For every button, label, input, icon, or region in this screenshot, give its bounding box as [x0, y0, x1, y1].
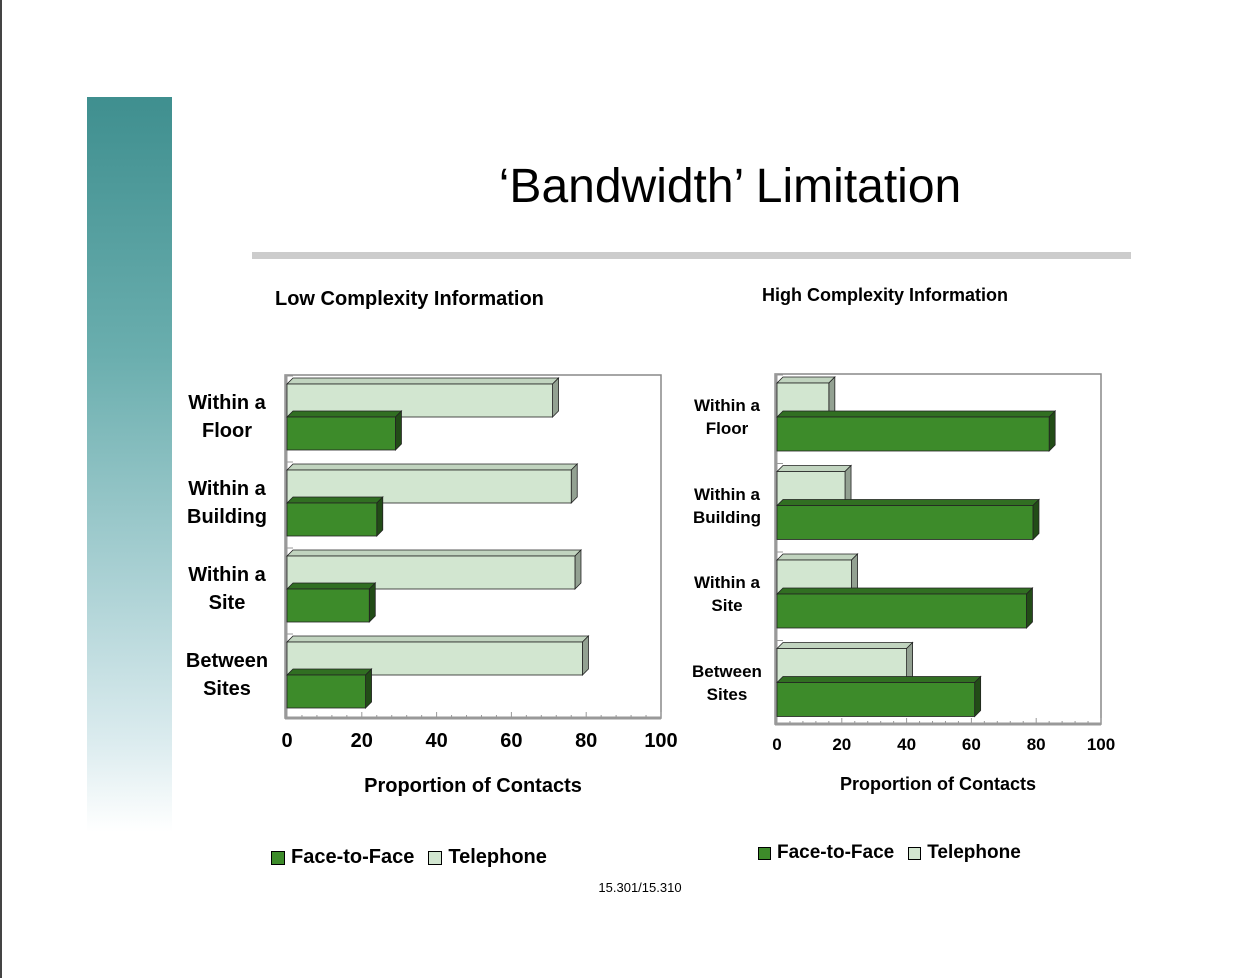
legend-swatch-telephone: [428, 850, 443, 865]
chart-high-xlabel: Proportion of Contacts: [840, 774, 1036, 794]
bar-high-face-to-face-1: [776, 498, 1040, 541]
category-label-low: Within a Site: [188, 564, 266, 614]
x-tick-label-low: 60: [500, 730, 523, 752]
x-tick-label-low: 80: [575, 730, 598, 752]
chart-low-legend: Face-to-Face Telephone: [271, 846, 561, 869]
legend-item-telephone: Telephone: [428, 846, 547, 869]
chart-low-title: Low Complexity Information: [275, 288, 544, 310]
chart-high-title: High Complexity Information: [762, 285, 1009, 305]
category-label-low: Between Sites: [185, 650, 269, 700]
category-label-low: Within a Floor: [188, 392, 266, 442]
x-tick-label-high: 60: [961, 735, 981, 754]
x-tick-label-high: 100: [1086, 735, 1116, 754]
chart-low-xlabel: Proportion of Contacts: [364, 775, 582, 797]
legend-item-face-to-face: Face-to-Face: [271, 846, 414, 869]
x-tick-label-high: 80: [1026, 735, 1046, 754]
title-divider: [252, 252, 1131, 259]
legend-label-telephone: Telephone: [927, 842, 1021, 863]
x-tick-label-low: 100: [644, 730, 678, 752]
x-tick-label-high: 40: [897, 735, 917, 754]
legend-label-face-to-face: Face-to-Face: [777, 842, 895, 863]
legend-label-telephone: Telephone: [448, 846, 547, 868]
bar-low-face-to-face-1: [286, 496, 384, 537]
decorative-side-gradient: [87, 97, 172, 832]
legend-item-telephone: Telephone: [908, 842, 1021, 864]
legend-swatch-telephone: [908, 846, 922, 860]
x-tick-label-high: 0: [772, 735, 782, 754]
slide-footer: 15.301/15.310: [598, 880, 682, 895]
legend-item-face-to-face: Face-to-Face: [758, 842, 894, 864]
category-label-high: Between Sites: [692, 661, 762, 704]
x-tick-label-high: 20: [832, 735, 852, 754]
category-label-high: Within a Floor: [694, 396, 760, 438]
bar-high-face-to-face-2: [776, 587, 1034, 629]
chart-high-legend: Face-to-Face Telephone: [758, 842, 1035, 864]
category-label-high: Within a Site: [694, 573, 760, 615]
window-left-edge: [0, 0, 2, 978]
legend-swatch-face-to-face: [271, 850, 285, 865]
slide-title: ‘Bandwidth’ Limitation: [498, 160, 962, 213]
x-tick-label-low: 20: [350, 730, 373, 752]
x-tick-label-low: 0: [281, 730, 293, 752]
category-label-high: Within a Building: [693, 484, 761, 527]
legend-label-face-to-face: Face-to-Face: [291, 846, 415, 868]
bar-low-face-to-face-3: [286, 668, 373, 709]
x-tick-label-low: 40: [425, 730, 448, 752]
legend-swatch-face-to-face: [758, 846, 771, 860]
bar-low-face-to-face-2: [286, 582, 377, 623]
bar-high-face-to-face-0: [776, 410, 1057, 452]
category-label-low: Within a Building: [187, 478, 267, 528]
bar-low-face-to-face-0: [286, 410, 403, 451]
bar-high-face-to-face-3: [776, 675, 982, 718]
